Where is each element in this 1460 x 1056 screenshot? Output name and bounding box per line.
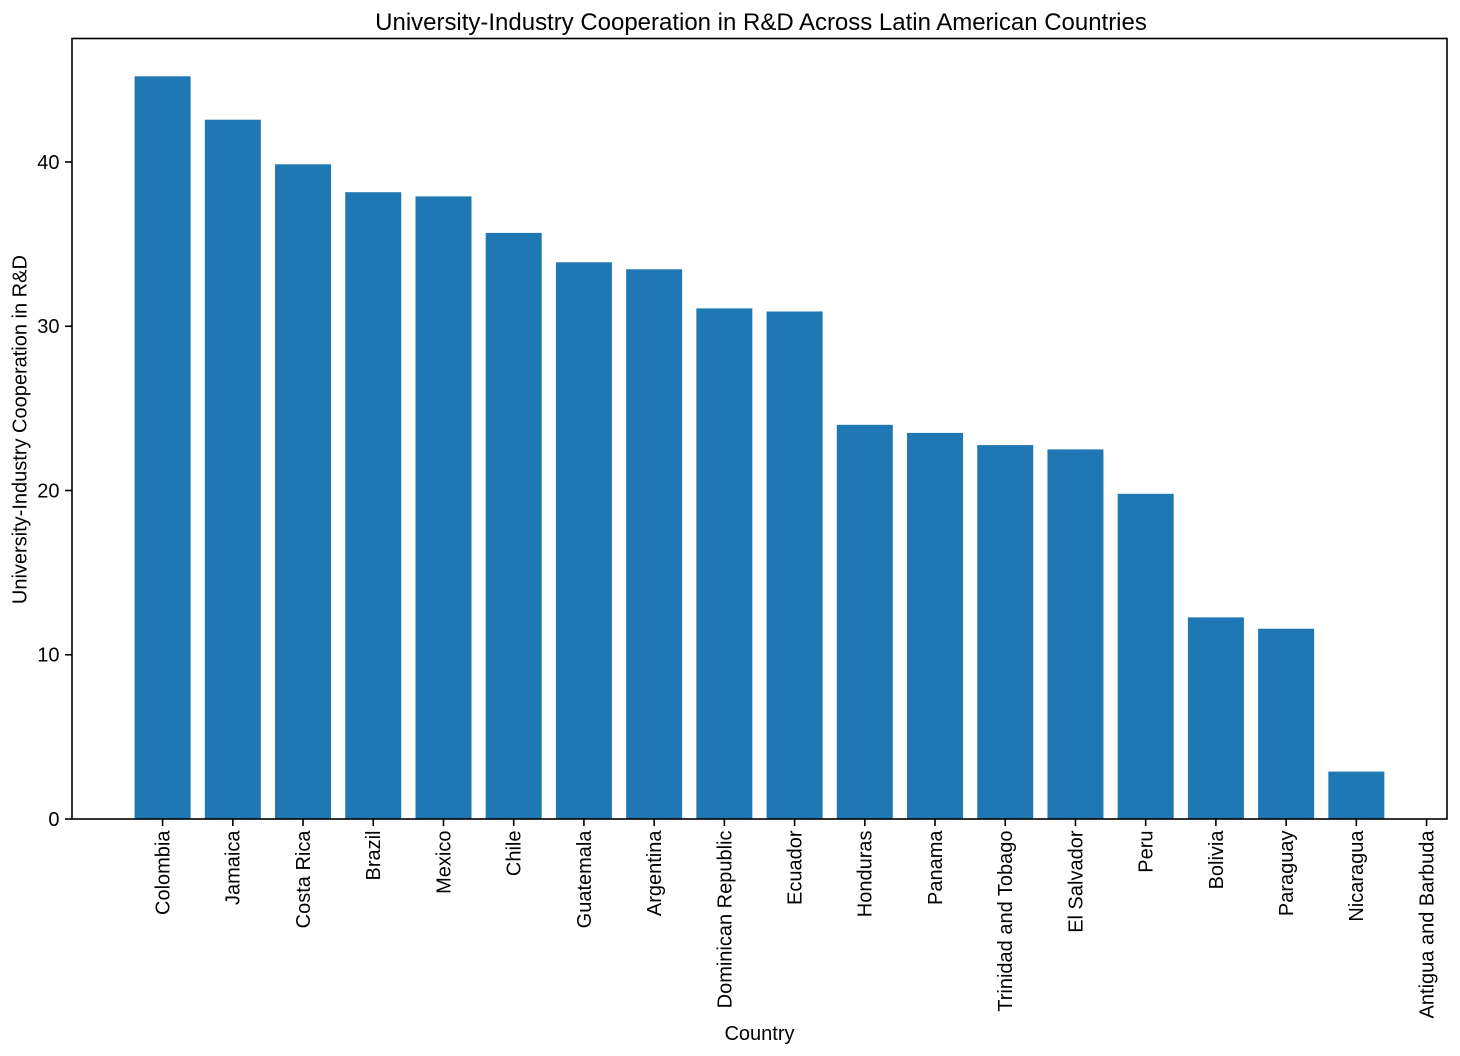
svg-text:10: 10 (37, 645, 59, 667)
svg-text:0: 0 (48, 809, 59, 831)
svg-text:University-Industry Cooperatio: University-Industry Cooperation in R&D (10, 255, 32, 604)
svg-text:Brazil: Brazil (363, 831, 385, 881)
svg-text:20: 20 (37, 480, 59, 502)
svg-text:Mexico: Mexico (433, 831, 455, 894)
svg-text:Nicaragua: Nicaragua (1346, 830, 1368, 922)
svg-text:Dominican Republic: Dominican Republic (714, 831, 736, 1009)
svg-text:30: 30 (37, 316, 59, 338)
svg-text:Argentina: Argentina (644, 830, 666, 916)
svg-text:El Salvador: El Salvador (1065, 830, 1087, 933)
svg-text:Chile: Chile (504, 831, 526, 877)
svg-text:Ecuador: Ecuador (784, 830, 806, 905)
svg-text:Guatemala: Guatemala (574, 830, 596, 929)
svg-text:Paraguay: Paraguay (1276, 831, 1298, 917)
svg-text:40: 40 (37, 152, 59, 174)
svg-text:Jamaica: Jamaica (223, 830, 245, 905)
svg-text:Trinidad and Tobago: Trinidad and Tobago (995, 831, 1017, 1012)
svg-text:Colombia: Colombia (153, 830, 175, 915)
svg-text:Honduras: Honduras (855, 831, 877, 918)
svg-text:Costa Rica: Costa Rica (293, 830, 315, 929)
svg-text:Panama: Panama (925, 830, 947, 905)
svg-text:Country: Country (724, 1023, 794, 1045)
svg-text:Antigua and Barbuda: Antigua and Barbuda (1416, 830, 1438, 1019)
svg-text:Peru: Peru (1136, 831, 1158, 873)
svg-text:University-Industry Cooperatio: University-Industry Cooperation in R&D A… (375, 9, 1147, 36)
svg-text:Bolivia: Bolivia (1206, 830, 1228, 890)
